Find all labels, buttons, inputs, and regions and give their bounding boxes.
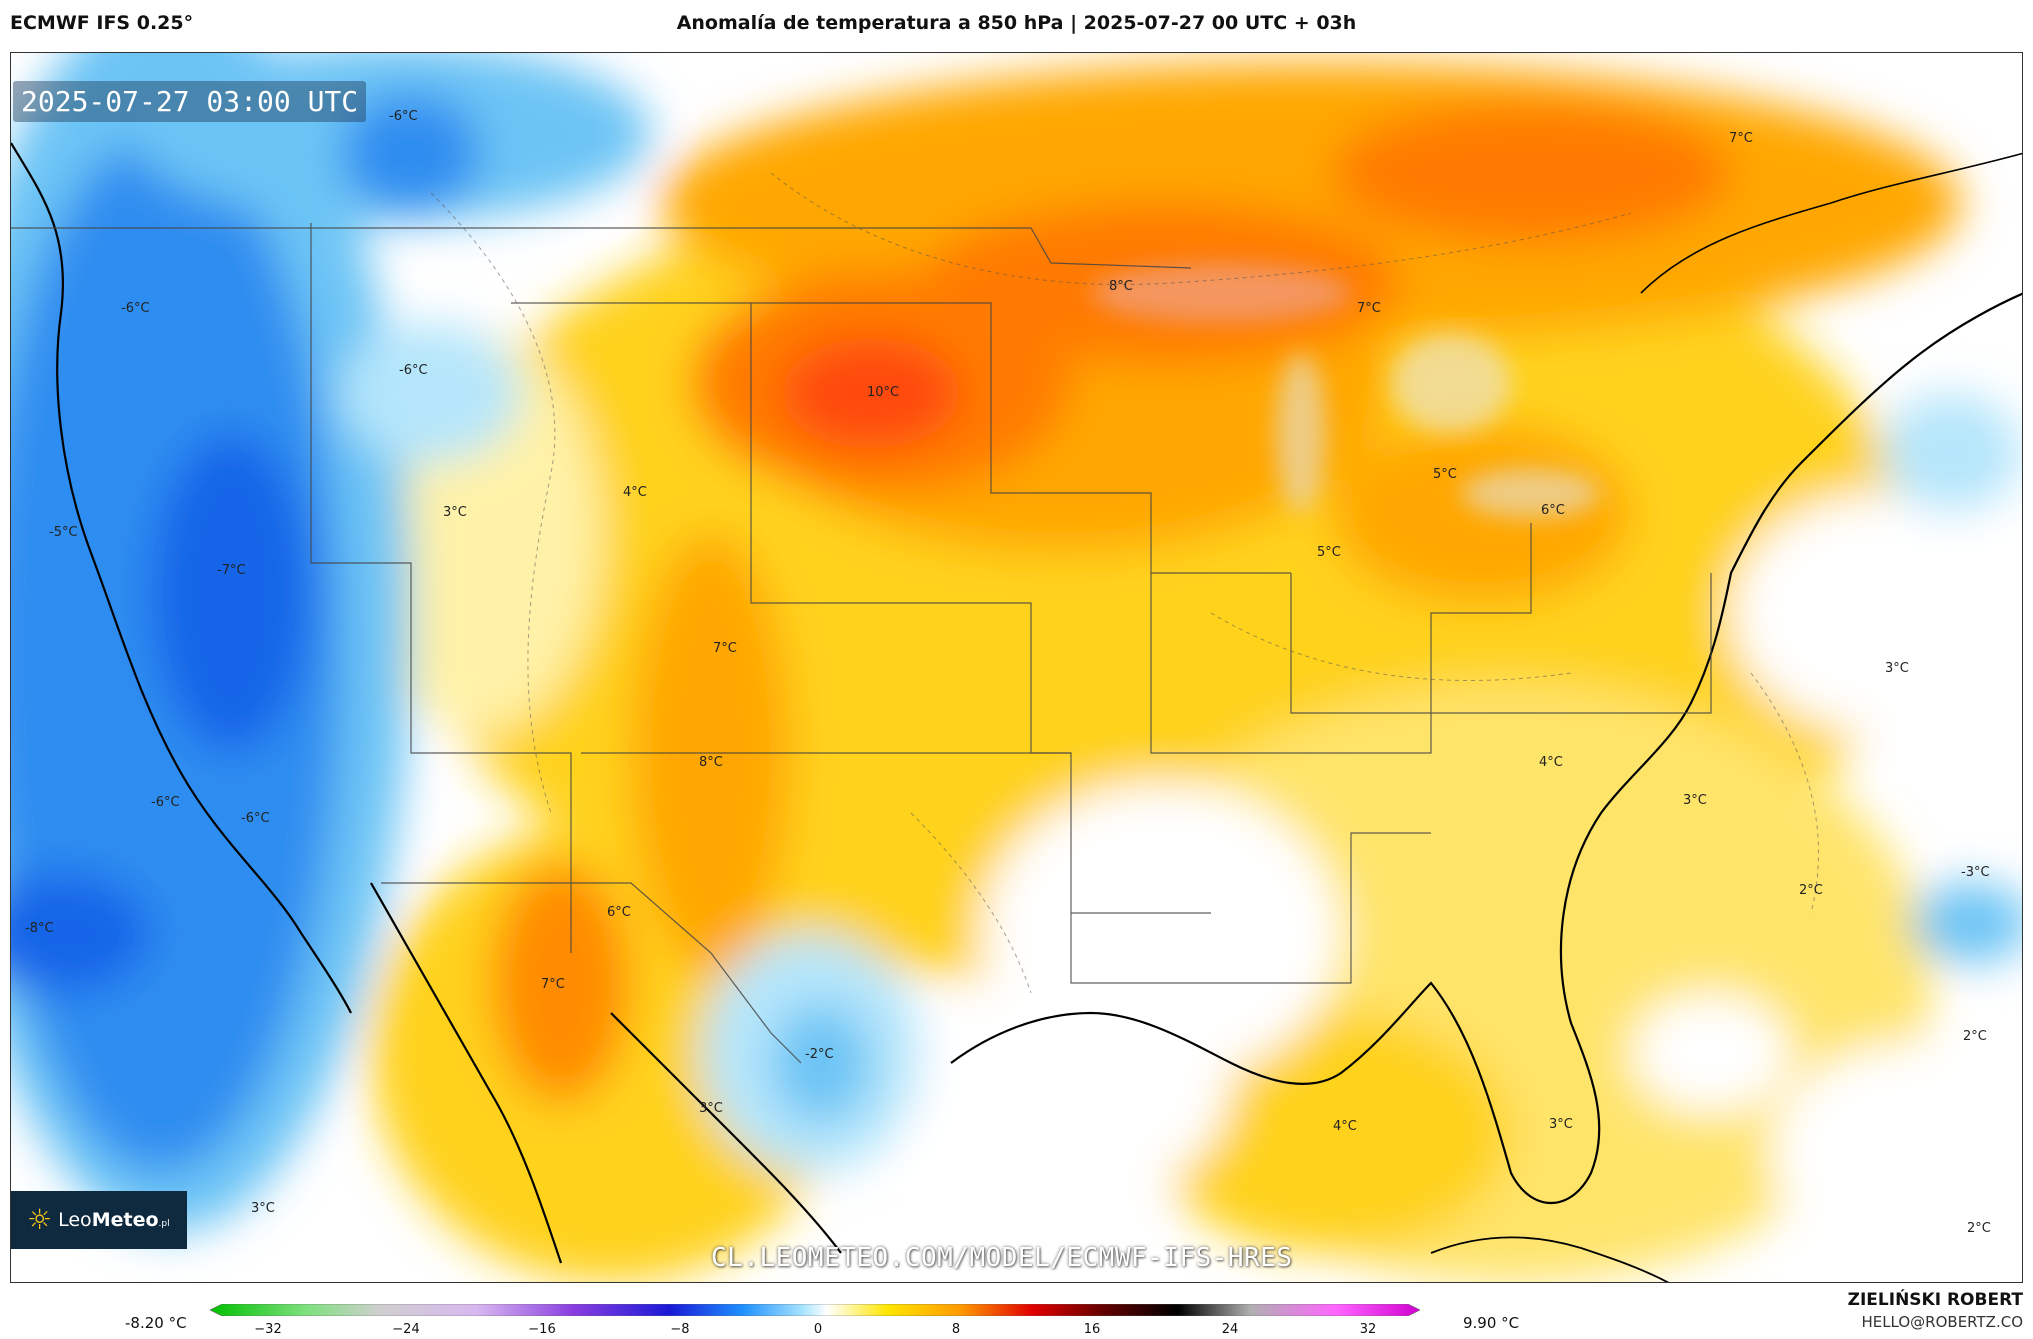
map-label: 7°C xyxy=(541,977,565,992)
map-label: -2°C xyxy=(805,1047,834,1062)
map-label: 8°C xyxy=(1109,279,1133,294)
map-label: 3°C xyxy=(251,1201,275,1216)
logo-text-suffix: .pl xyxy=(158,1219,170,1229)
map-label: 6°C xyxy=(607,905,631,920)
colorbar-tick: 0 xyxy=(813,1322,823,1337)
colorbar-min-label: -8.20 °C xyxy=(125,1314,187,1332)
map-label: 2°C xyxy=(1799,883,1823,898)
author-name: ZIELIŃSKI ROBERT xyxy=(1847,1290,2023,1310)
map-label: 4°C xyxy=(1539,755,1563,770)
temperature-anomaly-map xyxy=(11,53,2022,1282)
logo-text-light: Leo xyxy=(58,1209,92,1231)
map-label: 5°C xyxy=(1433,467,1457,482)
colorbar-max-label: 9.90 °C xyxy=(1463,1314,1520,1332)
author-email[interactable]: HELLO@ROBERTZ.CO xyxy=(1861,1313,2023,1331)
colorbar-tick: 32 xyxy=(1359,1322,1377,1337)
map-label: 3°C xyxy=(1549,1117,1573,1132)
map-label: -3°C xyxy=(1961,865,1990,880)
map-title: Anomalía de temperatura a 850 hPa | 2025… xyxy=(676,12,1357,34)
map-label: 5°C xyxy=(1317,545,1341,560)
leometeo-logo[interactable]: ☼ LeoMeteo.pl xyxy=(11,1191,187,1249)
map-label: -6°C xyxy=(151,795,180,810)
map-label: -5°C xyxy=(49,525,78,540)
map-label: -6°C xyxy=(389,109,418,124)
map-label: 3°C xyxy=(699,1101,723,1116)
colorbar-tick: 24 xyxy=(1221,1322,1239,1337)
map-label: 4°C xyxy=(1333,1119,1357,1134)
map-label: -7°C xyxy=(217,563,246,578)
map-label: -6°C xyxy=(399,363,428,378)
map-label: 4°C xyxy=(623,485,647,500)
map-label: 3°C xyxy=(443,505,467,520)
map-label: 7°C xyxy=(713,641,737,656)
map-label: 3°C xyxy=(1885,661,1909,676)
logo-text: LeoMeteo.pl xyxy=(58,1209,169,1231)
map-label: 10°C xyxy=(867,385,900,400)
map-label: 7°C xyxy=(1357,301,1381,316)
map-label: 6°C xyxy=(1541,503,1565,518)
colorbar-tick: −16 xyxy=(528,1322,556,1337)
colorbar-tick: −32 xyxy=(254,1322,282,1337)
model-name: ECMWF IFS 0.25° xyxy=(10,12,194,34)
colorbar xyxy=(210,1304,1420,1316)
colorbar-tick: 16 xyxy=(1083,1322,1101,1337)
map-label: 2°C xyxy=(1967,1221,1991,1236)
map-panel[interactable]: 2025-07-27 03:00 UTC -6°C -6°C -6°C -5°C… xyxy=(10,52,2023,1283)
valid-time-badge: 2025-07-27 03:00 UTC xyxy=(13,81,367,122)
colorbar-tick: −24 xyxy=(392,1322,420,1337)
map-label: -6°C xyxy=(121,301,150,316)
map-label: -8°C xyxy=(25,921,54,936)
map-label: 8°C xyxy=(699,755,723,770)
source-url-watermark[interactable]: CL.LEOMETEO.COM/MODEL/ECMWF-IFS-HRES xyxy=(711,1243,1293,1273)
map-label: -6°C xyxy=(241,811,270,826)
logo-text-bold: Meteo xyxy=(91,1209,159,1231)
map-label: 7°C xyxy=(1729,131,1753,146)
map-label: 3°C xyxy=(1683,793,1707,808)
sun-icon: ☼ xyxy=(27,1203,53,1236)
colorbar-tick: −8 xyxy=(670,1322,690,1337)
colorbar-tick: 8 xyxy=(951,1322,961,1337)
map-label: 2°C xyxy=(1963,1029,1987,1044)
